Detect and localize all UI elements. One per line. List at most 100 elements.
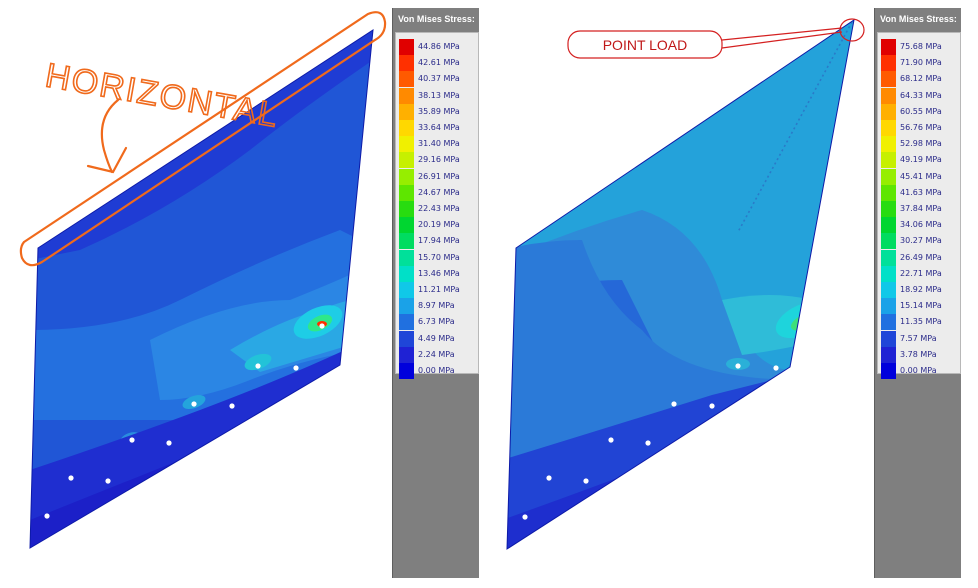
legend-row: 18.92 MPa bbox=[878, 282, 960, 298]
legend-value: 75.68 MPa bbox=[900, 42, 942, 51]
legend-row: 2.24 MPa bbox=[396, 346, 478, 363]
legend-value: 37.84 MPa bbox=[900, 204, 942, 213]
legend-swatch bbox=[881, 168, 896, 185]
legend-value: 0.00 MPa bbox=[900, 366, 937, 375]
legend-value: 0.00 MPa bbox=[418, 366, 455, 375]
legend-value: 11.21 MPa bbox=[418, 285, 460, 294]
legend-swatch bbox=[881, 39, 896, 55]
legend-value: 41.63 MPa bbox=[900, 187, 942, 197]
legend-swatch bbox=[881, 282, 896, 298]
left-stress-plot: HORIZONTAL bbox=[19, 11, 387, 549]
legend-swatch bbox=[399, 55, 414, 72]
legend-value: 22.43 MPa bbox=[418, 204, 460, 213]
legend-swatch bbox=[399, 298, 414, 315]
legend-value: 68.12 MPa bbox=[900, 74, 942, 84]
legend-swatch bbox=[881, 152, 896, 169]
legend-swatch bbox=[881, 314, 896, 331]
legend-value: 7.57 MPa bbox=[900, 333, 937, 343]
legend-row: 71.90 MPa bbox=[878, 55, 960, 72]
legend-swatch bbox=[881, 330, 896, 347]
legend-swatch bbox=[881, 233, 896, 250]
legend-swatch bbox=[399, 346, 414, 363]
legend-swatch bbox=[399, 184, 414, 201]
legend-swatch bbox=[881, 298, 896, 315]
legend-swatch bbox=[881, 249, 896, 266]
legend-value: 56.76 MPa bbox=[900, 123, 942, 132]
legend-row: 8.97 MPa bbox=[396, 298, 478, 315]
legend-row: 49.19 MPa bbox=[878, 152, 960, 169]
horizontal-annotation-text: HORIZONTAL bbox=[43, 56, 283, 135]
legend-row: 22.71 MPa bbox=[878, 265, 960, 282]
legend-row: 11.21 MPa bbox=[396, 282, 478, 298]
legend-row: 42.61 MPa bbox=[396, 55, 478, 72]
legend-row: 37.84 MPa bbox=[878, 201, 960, 217]
legend-value: 15.70 MPa bbox=[418, 252, 460, 262]
legend-swatch bbox=[399, 363, 414, 379]
legend-swatch bbox=[399, 233, 414, 250]
legend-swatch bbox=[881, 217, 896, 234]
legend-value: 44.86 MPa bbox=[418, 42, 460, 51]
left-fea-panel: HORIZONTAL Von Mises Stress: 44.86 MPa 42… bbox=[0, 0, 479, 588]
legend-swatch bbox=[881, 87, 896, 104]
left-legend-panel: Von Mises Stress: 44.86 MPa 42.61 MPa 40.3… bbox=[392, 8, 479, 578]
legend-swatch bbox=[399, 330, 414, 347]
legend-swatch bbox=[399, 120, 414, 136]
legend-row: 22.43 MPa bbox=[396, 201, 478, 217]
legend-row: 15.14 MPa bbox=[878, 298, 960, 315]
legend-swatch bbox=[399, 249, 414, 266]
legend-swatch bbox=[399, 282, 414, 298]
legend-swatch bbox=[881, 363, 896, 379]
legend-title: Von Mises Stress: bbox=[880, 14, 957, 24]
legend-row: 45.41 MPa bbox=[878, 168, 960, 185]
horizontal-annotation-outline bbox=[19, 11, 387, 267]
legend-row: 75.68 MPa bbox=[878, 39, 960, 55]
legend-row: 0.00 MPa bbox=[878, 363, 960, 379]
legend-swatch bbox=[399, 201, 414, 217]
legend-value: 26.49 MPa bbox=[900, 252, 942, 262]
right-fea-panel: POINT LOAD Von Mises Stress: 75.68 MPa 71… bbox=[482, 0, 961, 588]
right-fixture-points bbox=[522, 323, 807, 520]
legend-value: 26.91 MPa bbox=[418, 171, 460, 181]
legend-row: 56.76 MPa bbox=[878, 120, 960, 136]
legend-swatch bbox=[399, 87, 414, 104]
legend-value: 49.19 MPa bbox=[900, 155, 942, 165]
legend-value: 8.97 MPa bbox=[418, 301, 455, 311]
legend-swatch bbox=[399, 136, 414, 153]
legend-value: 38.13 MPa bbox=[418, 90, 460, 100]
legend-value: 33.64 MPa bbox=[418, 123, 460, 132]
legend-value: 42.61 MPa bbox=[418, 58, 460, 68]
legend-swatch bbox=[399, 103, 414, 120]
legend-row: 33.64 MPa bbox=[396, 120, 478, 136]
legend-swatch bbox=[399, 217, 414, 234]
legend-row: 26.91 MPa bbox=[396, 168, 478, 185]
legend-title: Von Mises Stress: bbox=[398, 14, 475, 24]
legend-row: 20.19 MPa bbox=[396, 217, 478, 234]
legend-swatch bbox=[881, 120, 896, 136]
legend-value: 71.90 MPa bbox=[900, 58, 942, 68]
legend-swatch bbox=[399, 265, 414, 282]
point-load-callout bbox=[567, 18, 865, 59]
legend-swatch bbox=[881, 265, 896, 282]
legend-swatch bbox=[881, 55, 896, 72]
legend-swatch bbox=[881, 346, 896, 363]
legend-value: 18.92 MPa bbox=[900, 285, 942, 294]
point-load-label: POINT LOAD bbox=[603, 37, 688, 53]
legend-value: 52.98 MPa bbox=[900, 139, 942, 149]
left-legend-scale: 44.86 MPa 42.61 MPa 40.37 MPa 38.13 MPa 35.8… bbox=[395, 32, 479, 379]
legend-row: 64.33 MPa bbox=[878, 87, 960, 104]
legend-value: 6.73 MPa bbox=[418, 317, 455, 327]
legend-row: 29.16 MPa bbox=[396, 152, 478, 169]
legend-row: 40.37 MPa bbox=[396, 71, 478, 88]
legend-value: 34.06 MPa bbox=[900, 220, 942, 230]
legend-value: 2.24 MPa bbox=[418, 349, 455, 359]
legend-row: 4.49 MPa bbox=[396, 330, 478, 347]
legend-row: 13.46 MPa bbox=[396, 265, 478, 282]
legend-swatch bbox=[881, 201, 896, 217]
legend-row: 68.12 MPa bbox=[878, 71, 960, 88]
legend-row: 60.55 MPa bbox=[878, 103, 960, 120]
legend-value: 29.16 MPa bbox=[418, 155, 460, 165]
legend-row: 34.06 MPa bbox=[878, 217, 960, 234]
legend-value: 11.35 MPa bbox=[900, 317, 942, 327]
legend-row: 17.94 MPa bbox=[396, 233, 478, 250]
legend-value: 24.67 MPa bbox=[418, 187, 460, 197]
